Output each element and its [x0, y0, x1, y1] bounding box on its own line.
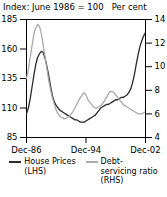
svg-text:10: 10 — [155, 61, 166, 71]
svg-text:135: 135 — [1, 73, 17, 83]
html-text:House Prices (LHS): House Prices (LHS) — [24, 157, 76, 176]
svg-text:12: 12 — [155, 38, 166, 48]
svg-text:Dec-86: Dec-86 — [11, 145, 41, 155]
svg-text:85: 85 — [7, 132, 18, 142]
svg-text:4: 4 — [155, 132, 160, 142]
svg-text:Dec-94: Dec-94 — [71, 145, 101, 155]
svg-text:14: 14 — [155, 14, 166, 24]
svg-text:110: 110 — [1, 103, 17, 113]
svg-text:160: 160 — [1, 44, 17, 54]
svg-text:185: 185 — [1, 14, 17, 24]
html-text:Debt- servicing ratio (RHS): Debt- servicing ratio (RHS) — [100, 157, 158, 185]
svg-text:8: 8 — [155, 85, 160, 95]
svg-text:6: 6 — [155, 109, 160, 119]
svg-text:Dec-02: Dec-02 — [130, 145, 160, 155]
html-text:Index: June 1986 = 100 Per cen: Index: June 1986 = 100 Per cent — [3, 2, 147, 12]
